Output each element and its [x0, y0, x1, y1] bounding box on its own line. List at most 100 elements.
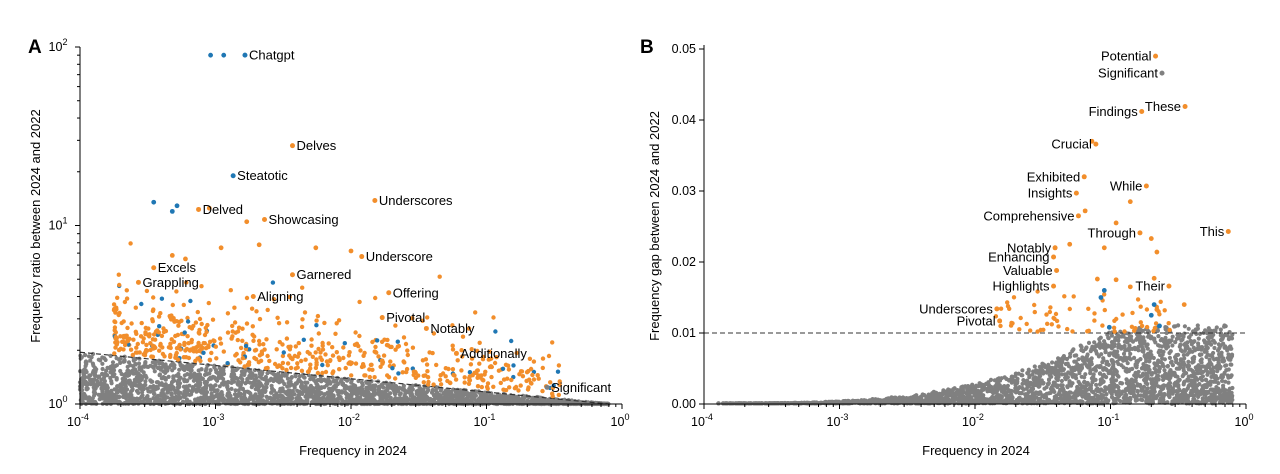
background-point [417, 395, 422, 401]
highlighted-point [185, 315, 190, 321]
highlighted-point [244, 295, 250, 301]
highlighted-point [310, 354, 315, 359]
background-point [93, 401, 98, 406]
background-point [920, 393, 925, 398]
background-point [240, 379, 245, 384]
highlighted-point [430, 350, 435, 356]
background-point [135, 379, 140, 384]
background-point [139, 394, 144, 399]
highlighted-point [254, 309, 259, 314]
background-point [95, 383, 100, 388]
highlighted-point [446, 366, 451, 372]
highlighted-point [230, 334, 235, 339]
background-point [112, 387, 117, 392]
background-point [355, 391, 361, 396]
background-point [1162, 368, 1167, 373]
highlighted-point [440, 371, 446, 376]
highlighted-point [367, 367, 372, 372]
background-point [127, 398, 132, 403]
highlighted-point [540, 388, 545, 394]
background-point [322, 385, 327, 390]
background-point [1220, 378, 1225, 383]
background-point [275, 395, 280, 400]
background-point [239, 395, 244, 400]
highlighted-point [319, 357, 325, 363]
background-point [139, 367, 144, 372]
background-point [239, 369, 244, 374]
highlighted-point [527, 356, 533, 361]
background-point [1135, 389, 1140, 394]
highlighted-point [196, 340, 201, 346]
highlighted-point [359, 364, 365, 370]
background-point [1086, 340, 1092, 345]
highlighted-point [113, 340, 118, 345]
background-point [84, 360, 89, 365]
highlighted-point [450, 367, 456, 372]
highlighted-point [506, 367, 512, 372]
highlighted-point [124, 288, 129, 293]
highlighted-point [201, 340, 206, 346]
highlighted-point [491, 315, 496, 320]
highlighted-point [196, 330, 201, 335]
background-point [212, 363, 217, 368]
background-point [1054, 383, 1060, 388]
background-point [1037, 384, 1042, 389]
highlighted-point [437, 377, 443, 382]
highlighted-point [182, 330, 187, 335]
highlighted-point [437, 274, 442, 279]
background-point [108, 370, 113, 375]
background-point [187, 399, 192, 404]
highlighted-point [199, 284, 204, 289]
background-point [99, 386, 104, 391]
background-point [1147, 359, 1152, 364]
highlighted-point [249, 306, 255, 311]
background-point [80, 369, 85, 374]
background-point [230, 397, 235, 402]
background-point [412, 396, 417, 401]
highlighted-point [162, 354, 167, 359]
background-point [87, 373, 92, 378]
highlighted-point [546, 353, 552, 359]
background-point [410, 383, 415, 388]
background-point [184, 397, 189, 402]
highlighted-point [373, 344, 378, 350]
background-point [147, 398, 152, 403]
highlighted-point [367, 374, 372, 380]
background-point [1113, 336, 1118, 341]
highlighted-point [131, 337, 136, 342]
highlighted-point [411, 372, 416, 378]
highlighted-point [218, 341, 224, 346]
highlighted-point [400, 370, 405, 375]
background-point [443, 388, 448, 394]
background-point [535, 399, 540, 404]
background-point [716, 401, 721, 406]
background-point [83, 353, 88, 358]
highlighted-point [372, 375, 377, 380]
background-point [194, 389, 199, 394]
highlighted-point [182, 342, 187, 348]
background-point [102, 356, 107, 361]
background-point [1156, 384, 1161, 389]
background-point [215, 388, 220, 393]
background-point [260, 376, 265, 381]
highlighted-point [535, 373, 540, 378]
background-point [149, 379, 154, 384]
highlighted-point [462, 375, 467, 380]
background-point [182, 373, 187, 378]
highlighted-point [540, 365, 545, 371]
highlighted-point [134, 350, 140, 355]
background-point [483, 396, 488, 401]
background-point [425, 389, 430, 394]
highlighted-point [556, 363, 562, 368]
background-point [100, 361, 105, 366]
background-point [364, 386, 370, 391]
background-point [168, 396, 173, 401]
background-point [102, 395, 107, 400]
background-point [166, 384, 171, 389]
highlighted-point [173, 333, 178, 339]
highlighted-point [382, 337, 387, 342]
highlighted-point [323, 369, 329, 375]
highlighted-point [489, 356, 494, 361]
background-point [163, 384, 168, 390]
highlighted-point [301, 337, 306, 342]
